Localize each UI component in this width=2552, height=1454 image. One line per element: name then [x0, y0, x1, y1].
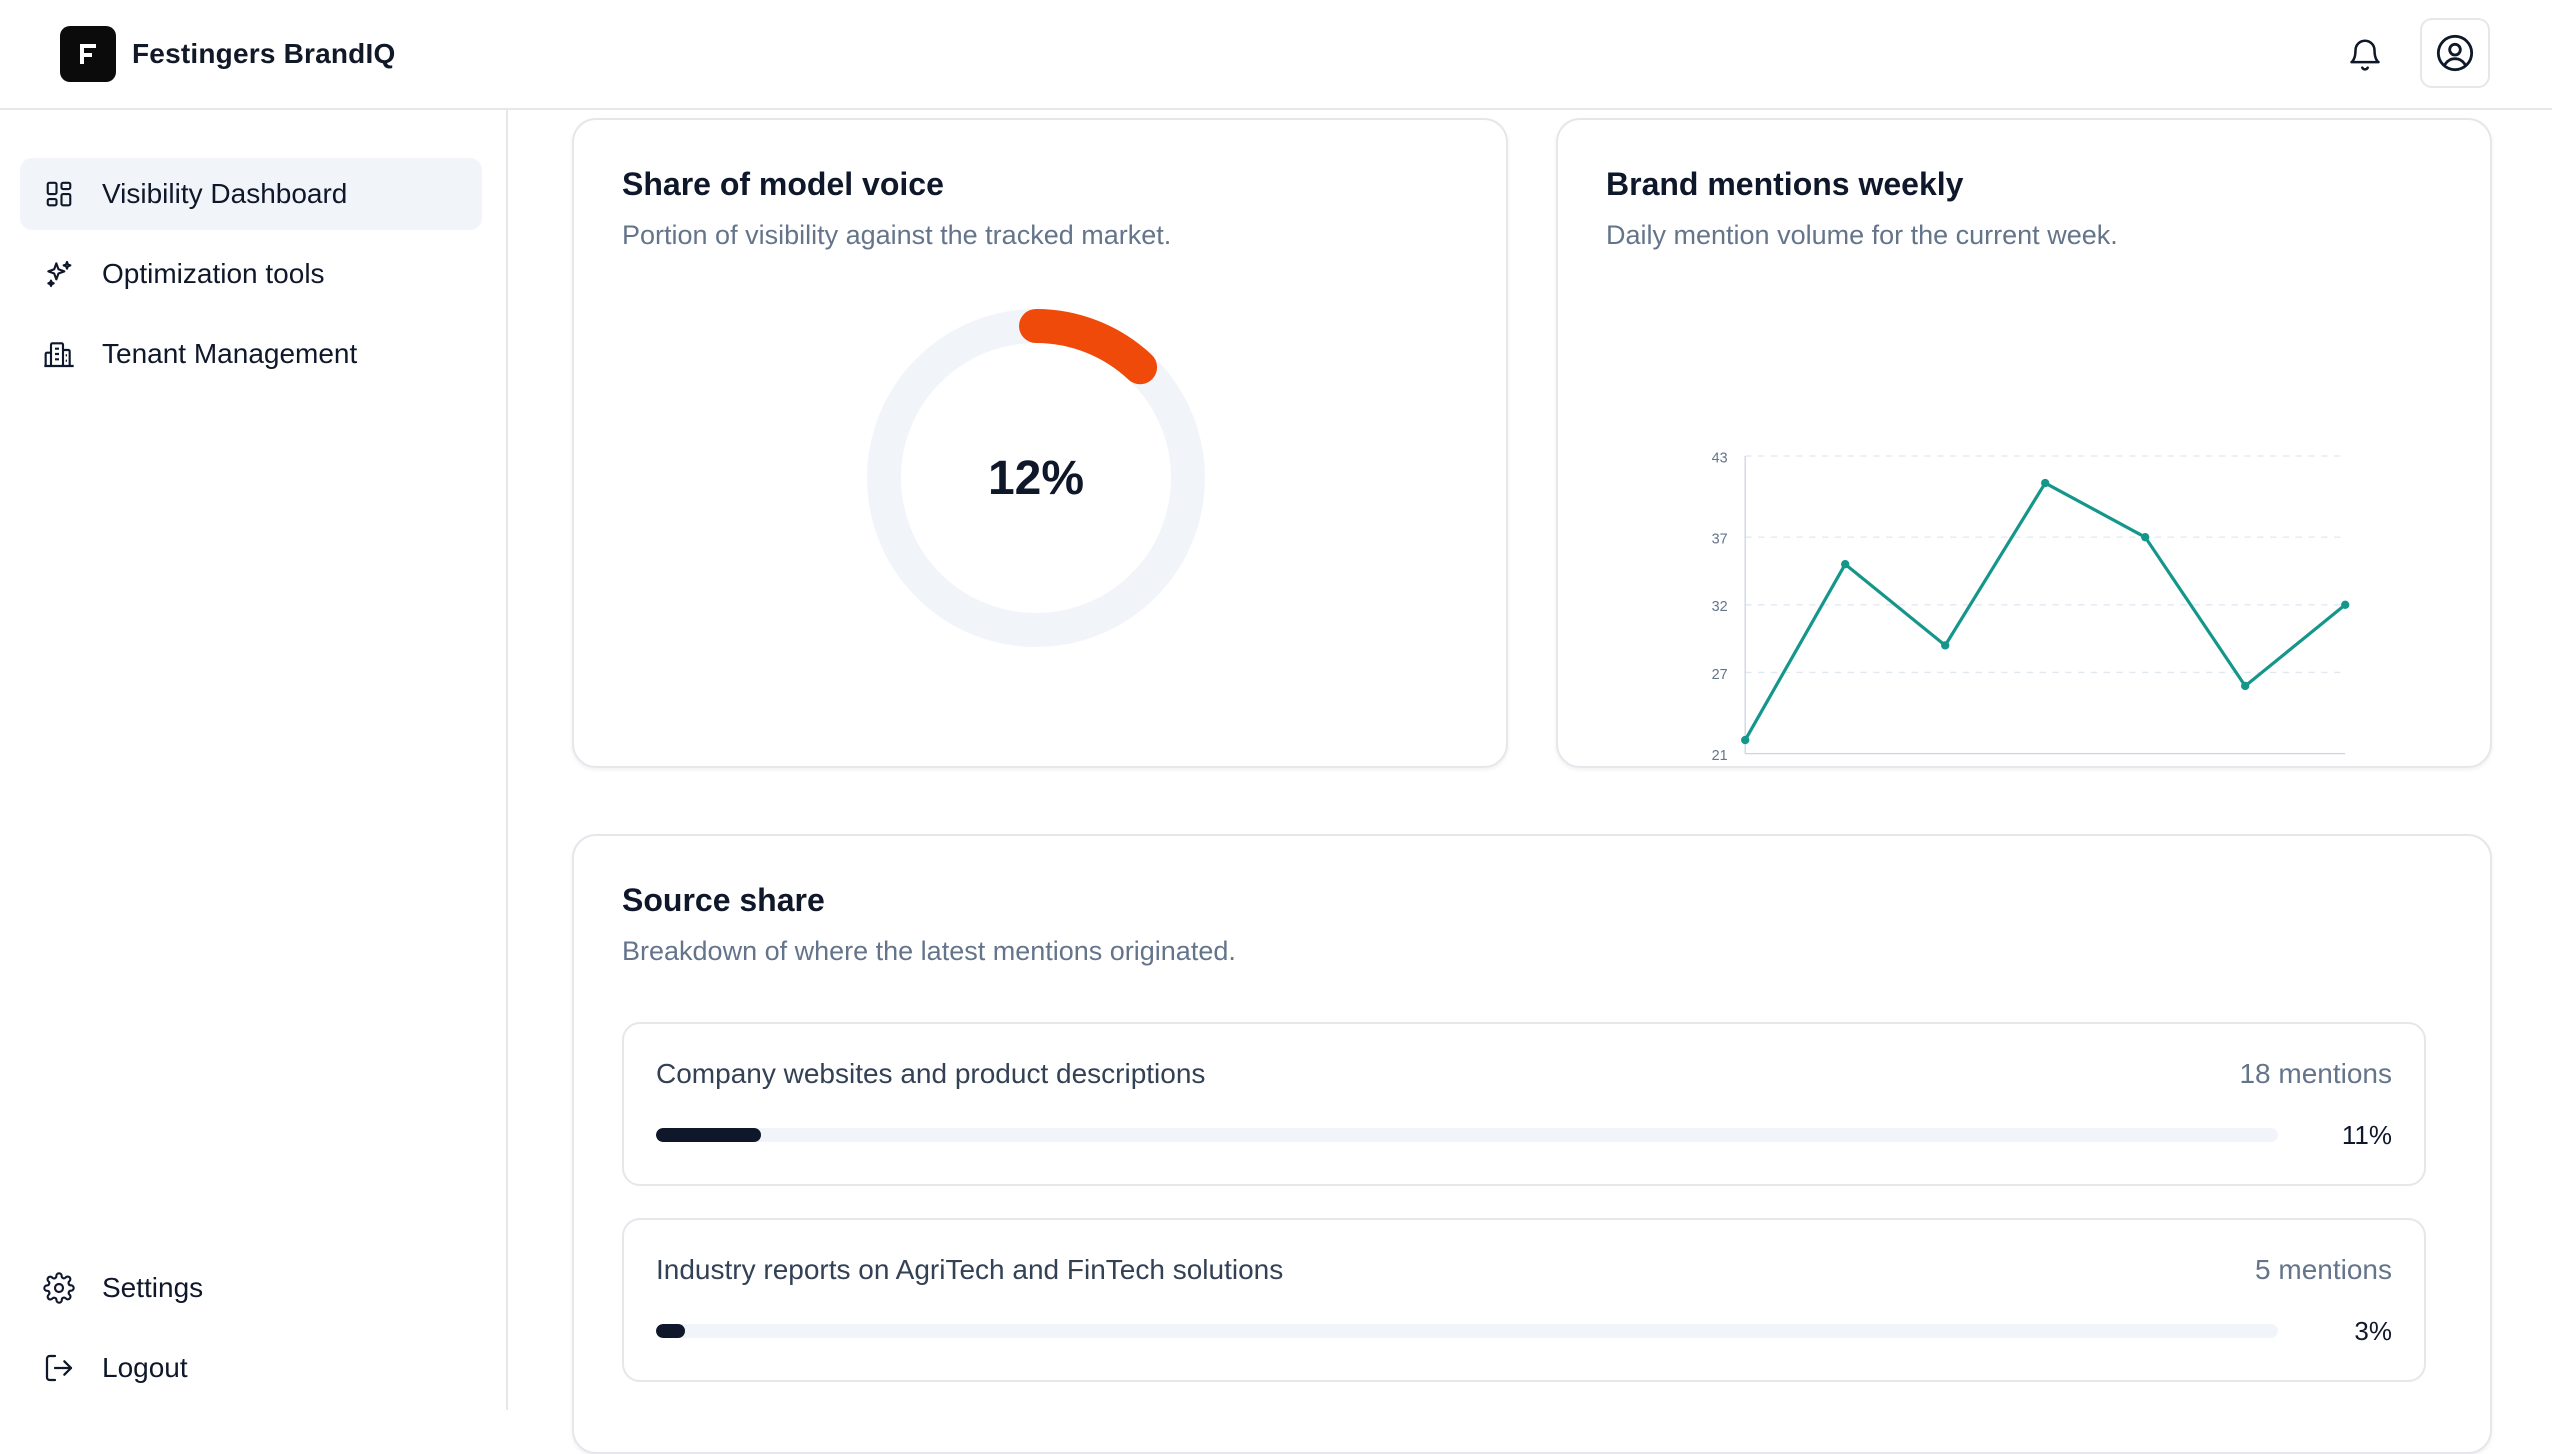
source-percent: 3%	[2354, 1316, 2392, 1346]
source-percent: 11%	[2341, 1120, 2392, 1150]
source-share-card: Source share Breakdown of where the late…	[572, 834, 2492, 1454]
source-count: 5 mentions	[2255, 1254, 2392, 1285]
share-donut-chart: 12%	[866, 308, 1206, 648]
data-point	[1841, 560, 1850, 569]
series-line	[1743, 481, 2347, 742]
card-title: Brand mentions weekly	[1606, 166, 1964, 202]
source-progress-fill	[656, 1324, 686, 1338]
profile-button[interactable]	[2420, 18, 2490, 88]
brand-mentions-card: Brand mentions weekly Daily mention volu…	[1556, 118, 2492, 768]
sidebar-item-settings[interactable]: Settings	[20, 1252, 482, 1324]
sidebar-item-label: Logout	[102, 1352, 188, 1383]
card-subtitle: Daily mention volume for the current wee…	[1606, 220, 2118, 250]
gear-icon	[42, 1271, 76, 1305]
card-title: Source share	[622, 882, 825, 918]
data-point	[2341, 600, 2350, 609]
data-point	[1741, 735, 1750, 745]
card-subtitle: Portion of visibility against the tracke…	[622, 220, 1172, 250]
brand-name[interactable]: Festingers BrandIQ	[132, 38, 396, 69]
share-value: 12%	[987, 451, 1085, 505]
data-point	[2141, 533, 2150, 542]
sidebar-item-logout[interactable]: Logout	[20, 1332, 482, 1404]
sparkles-icon	[42, 257, 76, 291]
bell-icon[interactable]	[2340, 30, 2390, 80]
sidebar-item-optimization-tools[interactable]: Optimization tools	[20, 238, 482, 310]
source-title: Company websites and product description…	[656, 1058, 1206, 1089]
sidebar-item-label: Optimization tools	[102, 258, 325, 289]
chart-plot-group: 4337322721MonTueWedThuFriSatSun	[1712, 450, 2350, 764]
donut-progress	[867, 309, 1205, 647]
source-progress-fill	[656, 1128, 762, 1142]
sidebar: Visibility Dashboard Optimization tools …	[0, 110, 508, 1410]
data-point	[2241, 681, 2250, 691]
y-tick-label: 27	[1712, 667, 1728, 683]
source-row: Company websites and product description…	[622, 1022, 2426, 1186]
y-tick-label: 43	[1712, 450, 1728, 466]
share-of-voice-card: Share of model voice Portion of visibili…	[572, 118, 1508, 768]
y-tick-label: 37	[1712, 532, 1728, 548]
y-tick-label: 32	[1712, 599, 1728, 615]
sidebar-item-label: Settings	[102, 1272, 204, 1303]
source-count: 18 mentions	[2239, 1058, 2392, 1089]
sidebar-item-tenant-management[interactable]: Tenant Management	[20, 318, 482, 390]
brand-mentions-line-chart: 4337322721MonTueWedThuFriSatSun	[1712, 450, 2350, 764]
source-row: Industry reports on AgriTech and FinTech…	[622, 1218, 2426, 1382]
sidebar-item-label: Visibility Dashboard	[102, 178, 348, 209]
source-progress-track	[656, 1128, 2278, 1142]
y-tick-label: 21	[1712, 748, 1728, 764]
sidebar-item-label: Tenant Management	[102, 338, 358, 369]
data-point	[1941, 641, 1950, 650]
card-title: Share of model voice	[622, 166, 944, 202]
dashboard-grid-icon	[42, 177, 76, 211]
logout-icon	[42, 1351, 76, 1385]
top-header: Festingers BrandIQ	[0, 0, 2552, 110]
card-subtitle: Breakdown of where the latest mentions o…	[622, 936, 1236, 966]
sidebar-item-visibility-dashboard[interactable]: Visibility Dashboard	[20, 158, 482, 230]
data-point	[2041, 478, 2050, 488]
source-progress-track	[656, 1324, 2278, 1338]
festingers-logo-icon[interactable]	[60, 26, 116, 82]
user-circle-icon	[2436, 34, 2474, 72]
source-title: Industry reports on AgriTech and FinTech…	[656, 1254, 1284, 1285]
building-icon	[42, 337, 76, 371]
